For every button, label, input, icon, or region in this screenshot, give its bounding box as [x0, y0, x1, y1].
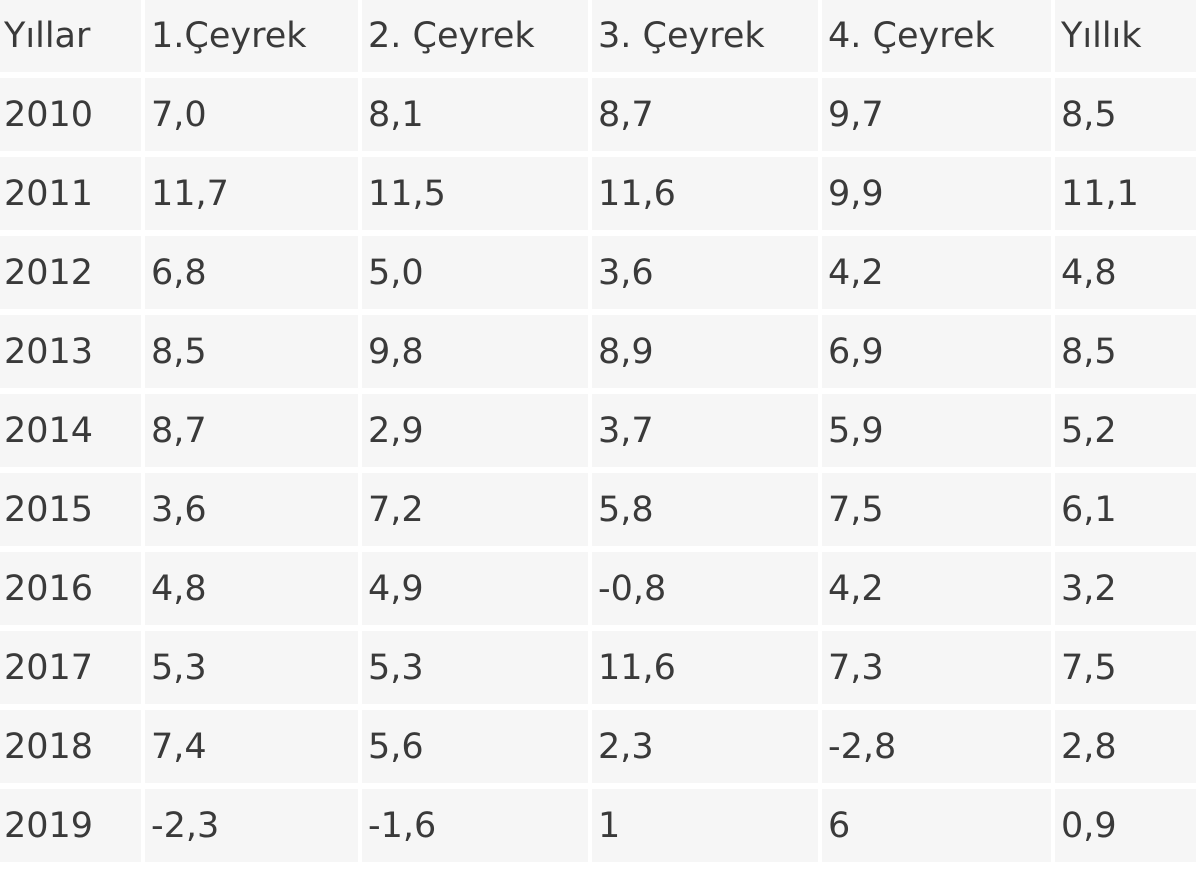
row-year-cell: 2014 — [0, 394, 141, 467]
row-year-cell: 2012 — [0, 236, 141, 309]
column-header: 4. Çeyrek — [822, 0, 1051, 72]
table-cell: 7,4 — [145, 710, 358, 783]
table-cell: 4,2 — [822, 236, 1051, 309]
row-year-cell: 2018 — [0, 710, 141, 783]
table-cell: 8,9 — [592, 315, 818, 388]
table-cell: 6,1 — [1055, 473, 1196, 546]
row-year-cell: 2017 — [0, 631, 141, 704]
table-cell: 8,5 — [1055, 315, 1196, 388]
table-cell: 8,5 — [1055, 78, 1196, 151]
table-cell: 5,6 — [362, 710, 588, 783]
table-cell: 8,1 — [362, 78, 588, 151]
table-cell: 11,6 — [592, 157, 818, 230]
table-cell: 9,7 — [822, 78, 1051, 151]
table-cell: 5,3 — [362, 631, 588, 704]
table-cell: 3,6 — [592, 236, 818, 309]
row-year-cell: 2010 — [0, 78, 141, 151]
table-cell: 11,5 — [362, 157, 588, 230]
table-cell: 4,2 — [822, 552, 1051, 625]
table-cell: 8,7 — [145, 394, 358, 467]
table-cell: 0,9 — [1055, 789, 1196, 862]
table-cell: 2,8 — [1055, 710, 1196, 783]
table-cell: 4,9 — [362, 552, 588, 625]
table-cell: 8,7 — [592, 78, 818, 151]
row-year-cell: 2013 — [0, 315, 141, 388]
table-cell: 5,0 — [362, 236, 588, 309]
table-cell: -2,8 — [822, 710, 1051, 783]
table-cell: 4,8 — [145, 552, 358, 625]
table-cell: 3,6 — [145, 473, 358, 546]
table-cell: 6,9 — [822, 315, 1051, 388]
row-year-cell: 2015 — [0, 473, 141, 546]
table-cell: 7,3 — [822, 631, 1051, 704]
column-header: 3. Çeyrek — [592, 0, 818, 72]
table-cell: 5,2 — [1055, 394, 1196, 467]
row-year-cell: 2016 — [0, 552, 141, 625]
table-cell: -2,3 — [145, 789, 358, 862]
table-cell: -1,6 — [362, 789, 588, 862]
table-cell: 7,5 — [822, 473, 1051, 546]
table-cell: 11,1 — [1055, 157, 1196, 230]
table-cell: 5,8 — [592, 473, 818, 546]
table-cell: 8,5 — [145, 315, 358, 388]
table-cell: 7,5 — [1055, 631, 1196, 704]
row-year-cell: 2011 — [0, 157, 141, 230]
column-header: Yıllık — [1055, 0, 1196, 72]
table-cell: 9,9 — [822, 157, 1051, 230]
table-cell: 4,8 — [1055, 236, 1196, 309]
table-cell: 3,2 — [1055, 552, 1196, 625]
column-header: 2. Çeyrek — [362, 0, 588, 72]
column-header: Yıllar — [0, 0, 141, 72]
table-cell: 7,0 — [145, 78, 358, 151]
table-cell: 7,2 — [362, 473, 588, 546]
table-cell: 11,7 — [145, 157, 358, 230]
table-cell: 9,8 — [362, 315, 588, 388]
table-cell: -0,8 — [592, 552, 818, 625]
row-year-cell: 2019 — [0, 789, 141, 862]
table-cell: 2,9 — [362, 394, 588, 467]
table-cell: 6,8 — [145, 236, 358, 309]
table-cell: 11,6 — [592, 631, 818, 704]
table-cell: 5,9 — [822, 394, 1051, 467]
table-cell: 2,3 — [592, 710, 818, 783]
table-cell: 6 — [822, 789, 1051, 862]
table-cell: 5,3 — [145, 631, 358, 704]
column-header: 1.Çeyrek — [145, 0, 358, 72]
table-cell: 3,7 — [592, 394, 818, 467]
table-cell: 1 — [592, 789, 818, 862]
